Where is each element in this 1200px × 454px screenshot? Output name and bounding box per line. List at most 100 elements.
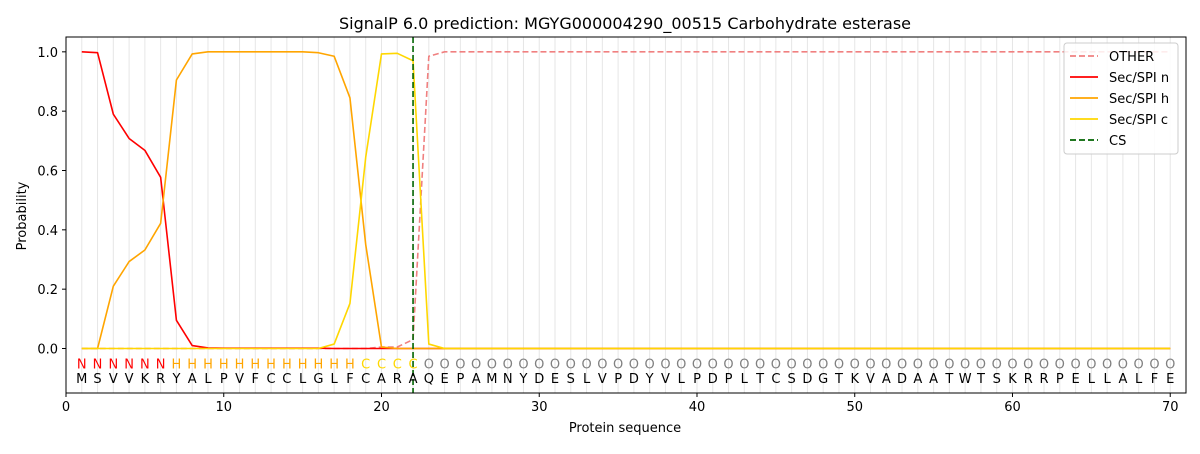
- residue-label: V: [235, 372, 244, 387]
- region-label: O: [897, 357, 907, 372]
- region-label: O: [487, 357, 497, 372]
- residue-label: E: [1071, 372, 1079, 387]
- residue-label: R: [1024, 372, 1033, 387]
- residue-label: F: [1151, 372, 1158, 387]
- y-tick-label: 1.0: [37, 46, 58, 61]
- y-axis-label: Probability: [15, 181, 30, 250]
- region-label: O: [1039, 357, 1049, 372]
- region-label: O: [787, 357, 797, 372]
- x-tick-label: 30: [531, 400, 548, 415]
- region-label: H: [235, 357, 245, 372]
- region-label: O: [534, 357, 544, 372]
- residue-label: C: [267, 372, 276, 387]
- region-label: O: [581, 357, 591, 372]
- region-label: O: [739, 357, 749, 372]
- residue-label: A: [882, 372, 891, 387]
- region-label: O: [850, 357, 860, 372]
- residue-label: M: [486, 372, 497, 387]
- residue-label: S: [993, 372, 1001, 387]
- residue-label: W: [959, 372, 972, 387]
- y-tick-label: 0.0: [37, 343, 58, 358]
- x-tick-label: 60: [1004, 400, 1021, 415]
- region-label: O: [550, 357, 560, 372]
- region-label: O: [1149, 357, 1159, 372]
- legend-label: CS: [1109, 134, 1126, 149]
- residue-label: G: [818, 372, 828, 387]
- residue-label: N: [503, 372, 513, 387]
- residue-label: P: [693, 372, 701, 387]
- region-label: O: [1134, 357, 1144, 372]
- x-tick-label: 50: [846, 400, 863, 415]
- region-label: N: [124, 357, 134, 372]
- region-label: H: [203, 357, 213, 372]
- residue-label: V: [125, 372, 134, 387]
- residue-label: L: [741, 372, 749, 387]
- region-label: O: [771, 357, 781, 372]
- residue-label: Y: [518, 372, 527, 387]
- x-tick-label: 10: [215, 400, 232, 415]
- residue-label: R: [156, 372, 165, 387]
- x-axis-label: Protein sequence: [569, 421, 681, 436]
- residue-label: V: [661, 372, 670, 387]
- region-label: O: [976, 357, 986, 372]
- region-label: N: [93, 357, 103, 372]
- x-tick-label: 20: [373, 400, 390, 415]
- residue-label: L: [1088, 372, 1096, 387]
- residue-label: K: [850, 372, 859, 387]
- residue-label: S: [93, 372, 101, 387]
- residue-label: V: [866, 372, 875, 387]
- residue-label: L: [204, 372, 212, 387]
- residue-label: S: [788, 372, 796, 387]
- region-label: O: [708, 357, 718, 372]
- region-label: O: [1023, 357, 1033, 372]
- region-label: H: [329, 357, 339, 372]
- region-label: O: [802, 357, 812, 372]
- region-label: O: [928, 357, 938, 372]
- chart-title: SignalP 6.0 prediction: MGYG000004290_00…: [339, 14, 911, 34]
- region-label: O: [566, 357, 576, 372]
- residue-label: Y: [171, 372, 180, 387]
- series-line: [82, 52, 1170, 349]
- residue-label: T: [755, 372, 764, 387]
- residue-label: T: [976, 372, 985, 387]
- region-label: N: [156, 357, 166, 372]
- region-label: H: [172, 357, 182, 372]
- y-tick-label: 0.4: [37, 224, 58, 239]
- grid-layer: [82, 37, 1170, 393]
- residue-label: L: [331, 372, 339, 387]
- residue-label: L: [1135, 372, 1143, 387]
- residue-label: A: [377, 372, 386, 387]
- region-label: C: [361, 357, 370, 372]
- residue-label: L: [583, 372, 591, 387]
- region-label: O: [1086, 357, 1096, 372]
- residue-label: A: [913, 372, 922, 387]
- region-label: O: [1070, 357, 1080, 372]
- residue-label: L: [678, 372, 686, 387]
- legend-label: Sec/SPI c: [1109, 113, 1168, 128]
- residue-label: A: [409, 372, 418, 387]
- region-label: O: [455, 357, 465, 372]
- residue-label: P: [1056, 372, 1064, 387]
- residue-label: D: [708, 372, 718, 387]
- region-label: H: [250, 357, 260, 372]
- residue-label: T: [834, 372, 843, 387]
- region-label: O: [1055, 357, 1065, 372]
- residue-label: D: [802, 372, 812, 387]
- region-label: O: [613, 357, 623, 372]
- x-tick-label: 40: [689, 400, 706, 415]
- region-label: H: [314, 357, 324, 372]
- region-label: O: [471, 357, 481, 372]
- legend-label: OTHER: [1109, 50, 1154, 65]
- region-label: H: [282, 357, 292, 372]
- residue-label: P: [456, 372, 464, 387]
- series-line: [82, 52, 1170, 349]
- series-line: [82, 52, 1170, 349]
- residue-label: L: [1104, 372, 1112, 387]
- x-tick-label: 70: [1162, 400, 1179, 415]
- region-label: O: [439, 357, 449, 372]
- region-label: O: [913, 357, 923, 372]
- region-label: N: [77, 357, 87, 372]
- region-label: O: [881, 357, 891, 372]
